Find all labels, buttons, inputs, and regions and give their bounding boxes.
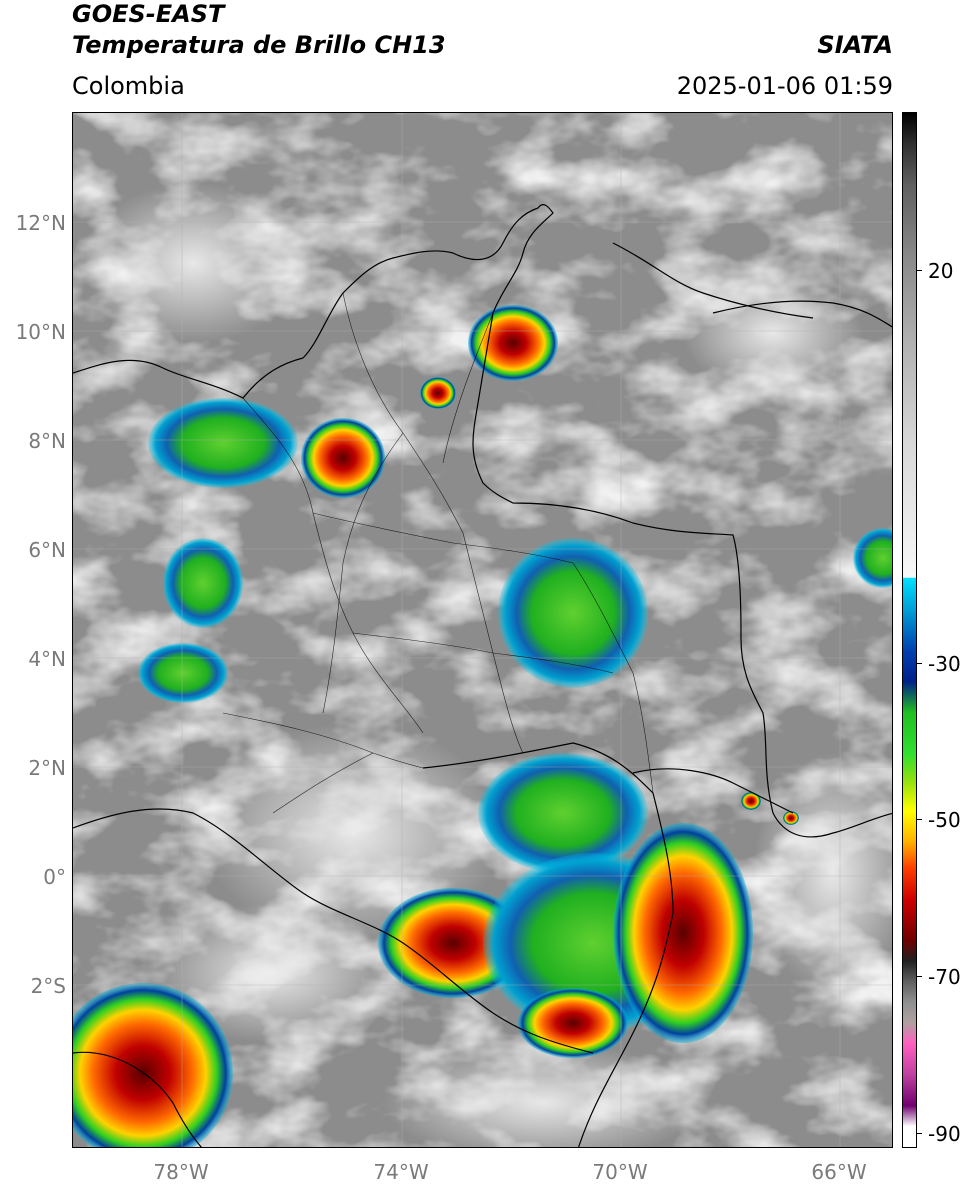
graticule bbox=[73, 113, 892, 1147]
satellite-map[interactable] bbox=[72, 112, 893, 1148]
lat-tick-2n: 2°N bbox=[28, 756, 66, 780]
colorbar-tick-20: 20 bbox=[928, 259, 954, 283]
map-canvas bbox=[73, 113, 892, 1147]
lat-tick-10n: 10°N bbox=[15, 320, 66, 344]
colorbar-tick-minus30: -30 bbox=[928, 652, 961, 676]
department-borders bbox=[222, 292, 654, 814]
organization-label: SIATA bbox=[817, 31, 893, 59]
lat-tick-4n: 4°N bbox=[28, 647, 66, 671]
lat-tick-6n: 6°N bbox=[28, 538, 66, 562]
region-label: Colombia bbox=[72, 72, 185, 100]
colorbar-tick-minus50: -50 bbox=[928, 808, 961, 832]
lon-tick-78w: 78°W bbox=[153, 1160, 209, 1184]
lat-tick-equator: 0° bbox=[43, 865, 66, 889]
lat-tick-2s: 2°S bbox=[30, 974, 66, 998]
colorbar-tick-minus90: -90 bbox=[928, 1122, 961, 1146]
datetime-label: 2025-01-06 01:59 bbox=[676, 72, 893, 100]
colorbar-tick-minus70: -70 bbox=[928, 965, 961, 989]
bright-clouds bbox=[83, 183, 892, 1147]
lon-tick-74w: 74°W bbox=[373, 1160, 429, 1184]
temperature-colorbar bbox=[902, 112, 917, 1148]
lat-tick-8n: 8°N bbox=[28, 429, 66, 453]
satellite-title: GOES-EAST bbox=[72, 0, 225, 28]
lon-tick-70w: 70°W bbox=[592, 1160, 648, 1184]
product-title: Temperatura de Brillo CH13 bbox=[72, 31, 446, 59]
lat-tick-12n: 12°N bbox=[15, 211, 66, 235]
lon-tick-66w: 66°W bbox=[811, 1160, 867, 1184]
storm-cells bbox=[73, 305, 892, 1147]
